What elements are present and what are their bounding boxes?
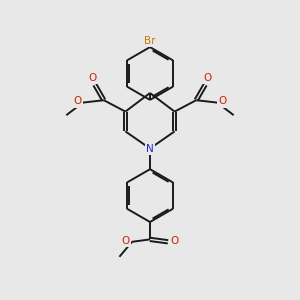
Text: O: O <box>170 236 179 246</box>
Text: O: O <box>88 73 97 83</box>
Text: N: N <box>146 143 154 154</box>
Text: O: O <box>218 96 227 106</box>
Text: Br: Br <box>144 35 156 46</box>
Text: O: O <box>121 236 130 246</box>
Text: O: O <box>73 96 82 106</box>
Text: O: O <box>203 73 212 83</box>
